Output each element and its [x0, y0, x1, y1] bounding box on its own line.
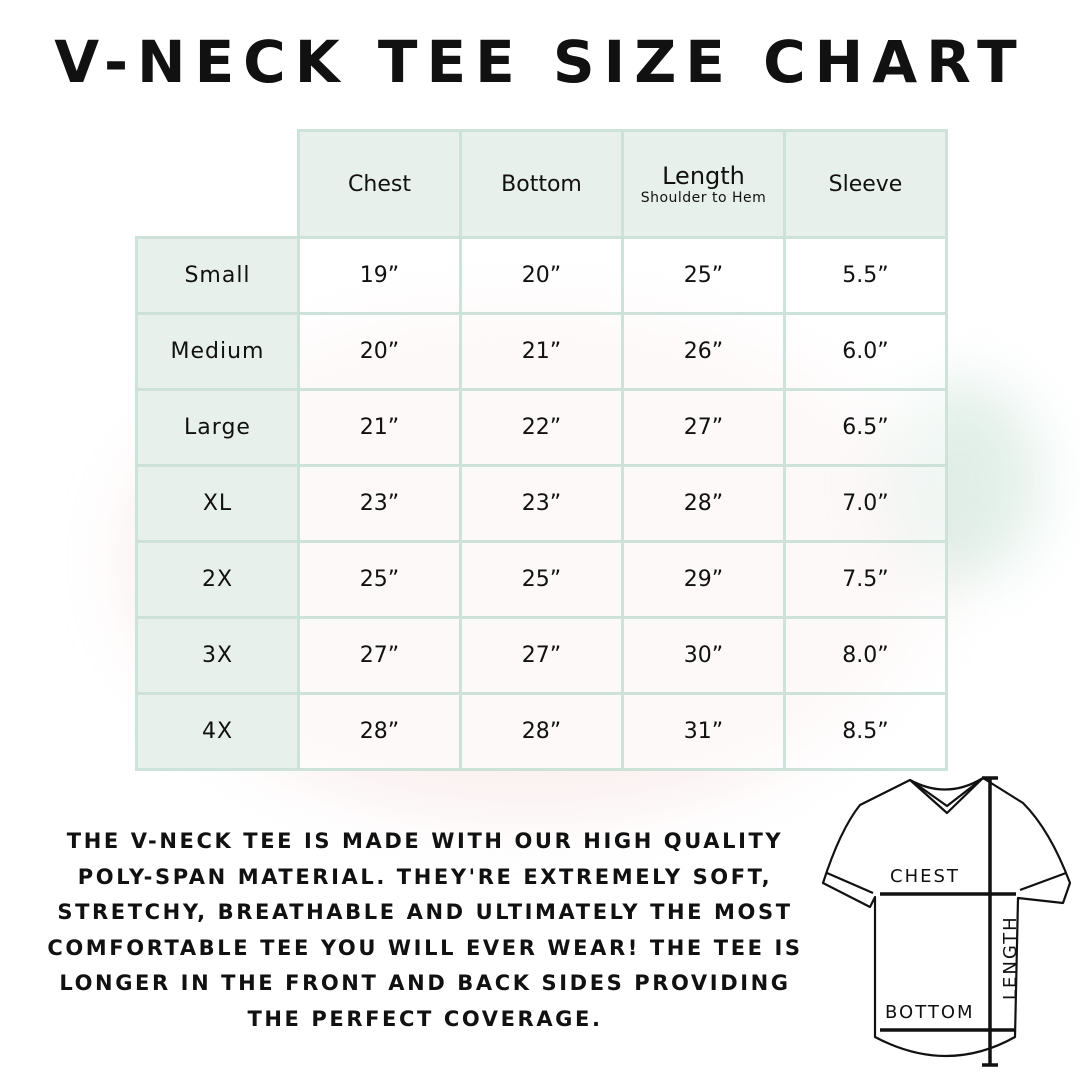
column-header-chest: Chest: [297, 129, 462, 239]
table-row: 4X 28” 28” 31” 8.5”: [135, 692, 948, 771]
size-label: Small: [135, 236, 300, 315]
chest-value: 25”: [297, 540, 462, 619]
length-label: Length: [662, 162, 745, 190]
sleeve-value: 7.0”: [783, 464, 948, 543]
chest-label: CHEST: [890, 866, 960, 887]
length-value: 30”: [621, 616, 786, 695]
table-row: 3X 27” 27” 30” 8.0”: [135, 616, 948, 695]
chest-value: 19”: [297, 236, 462, 315]
bottom-value: 25”: [459, 540, 624, 619]
chest-value: 20”: [297, 312, 462, 391]
table-row: 2X 25” 25” 29” 7.5”: [135, 540, 948, 619]
bottom-value: 28”: [459, 692, 624, 771]
length-value: 27”: [621, 388, 786, 467]
sleeve-value: 6.0”: [783, 312, 948, 391]
length-value: 25”: [621, 236, 786, 315]
measure-lines: [880, 776, 1016, 1067]
page-title: V-NECK TEE SIZE CHART: [54, 28, 1026, 96]
length-subtitle: Shoulder to Hem: [640, 190, 767, 206]
bottom-value: 27”: [459, 616, 624, 695]
bottom-value: 23”: [459, 464, 624, 543]
table-row: Medium 20” 21” 26” 6.0”: [135, 312, 948, 391]
chest-value: 23”: [297, 464, 462, 543]
bottom-value: 22”: [459, 388, 624, 467]
length-value: 26”: [621, 312, 786, 391]
sleeve-value: 6.5”: [783, 388, 948, 467]
size-label: 3X: [135, 616, 300, 695]
bottom-value: 21”: [459, 312, 624, 391]
size-label: 4X: [135, 692, 300, 771]
column-header-sleeve: Sleeve: [783, 129, 948, 239]
length-label: LENGTH: [1000, 915, 1021, 1000]
column-header-length: Length Shoulder to Hem: [621, 129, 786, 239]
table-header-row: Chest Bottom Length Shoulder to Hem Sleev…: [136, 129, 948, 239]
bottom-value: 20”: [459, 236, 624, 315]
length-value: 29”: [621, 540, 786, 619]
chest-value: 27”: [297, 616, 462, 695]
sleeve-value: 7.5”: [783, 540, 948, 619]
size-label: Large: [135, 388, 300, 467]
sleeve-value: 8.0”: [783, 616, 948, 695]
size-label: 2X: [135, 540, 300, 619]
tee-outline-icon: [821, 776, 1072, 1057]
bottom-label: BOTTOM: [885, 1002, 975, 1023]
table-row: Large 21” 22” 27” 6.5”: [135, 388, 948, 467]
size-label: Medium: [135, 312, 300, 391]
length-value: 31”: [621, 692, 786, 771]
table-row: Small 19” 20” 25” 5.5”: [135, 236, 948, 315]
size-label: XL: [135, 464, 300, 543]
corner-cell: [136, 130, 300, 239]
description-text: The V-neck tee is made with our high qua…: [47, 829, 803, 1031]
column-header-bottom: Bottom: [459, 129, 624, 239]
sleeve-value: 8.5”: [783, 692, 948, 771]
chest-value: 21”: [297, 388, 462, 467]
length-value: 28”: [621, 464, 786, 543]
table-row: XL 23” 23” 28” 7.0”: [135, 464, 948, 543]
sleeve-value: 5.5”: [783, 236, 948, 315]
chest-value: 28”: [297, 692, 462, 771]
size-table: Chest Bottom Length Shoulder to Hem Sleev…: [135, 129, 948, 771]
